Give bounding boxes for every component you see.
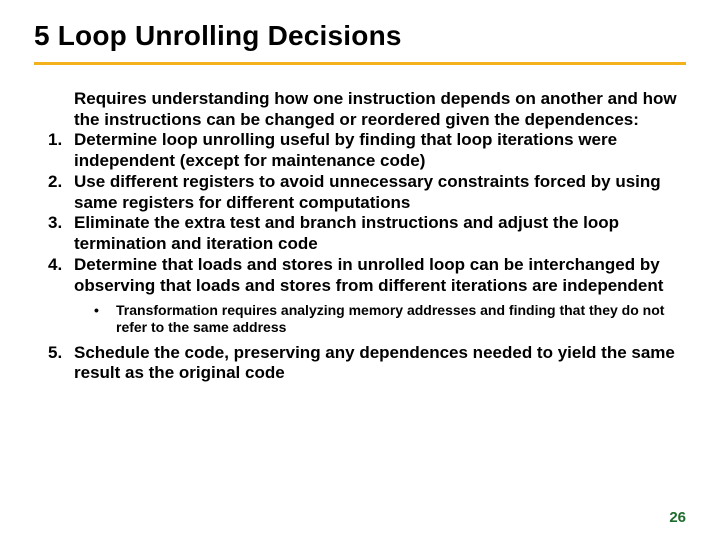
sub-list: Transformation requires analyzing memory…	[74, 302, 686, 336]
numbered-list: Determine loop unrolling useful by findi…	[34, 130, 686, 384]
sub-list-item: Transformation requires analyzing memory…	[102, 302, 686, 336]
list-item: Determine that loads and stores in unrol…	[74, 255, 686, 337]
list-item: Determine loop unrolling useful by findi…	[74, 130, 686, 171]
list-item: Schedule the code, preserving any depend…	[74, 343, 686, 384]
slide-body: Requires understanding how one instructi…	[34, 89, 686, 384]
sub-list-item-text: Transformation requires analyzing memory…	[116, 302, 664, 335]
slide-title: 5 Loop Unrolling Decisions	[34, 20, 686, 52]
intro-text: Requires understanding how one instructi…	[34, 89, 686, 130]
list-item-text: Use different registers to avoid unneces…	[74, 172, 661, 212]
list-item-text: Schedule the code, preserving any depend…	[74, 343, 675, 383]
page-number: 26	[669, 509, 686, 526]
list-item-text: Determine that loads and stores in unrol…	[74, 255, 663, 295]
slide: 5 Loop Unrolling Decisions Requires unde…	[0, 0, 720, 540]
list-item-text: Eliminate the extra test and branch inst…	[74, 213, 619, 253]
list-item: Use different registers to avoid unneces…	[74, 172, 686, 213]
title-underline: 5 Loop Unrolling Decisions	[34, 20, 686, 65]
list-item: Eliminate the extra test and branch inst…	[74, 213, 686, 254]
list-item-text: Determine loop unrolling useful by findi…	[74, 130, 617, 170]
